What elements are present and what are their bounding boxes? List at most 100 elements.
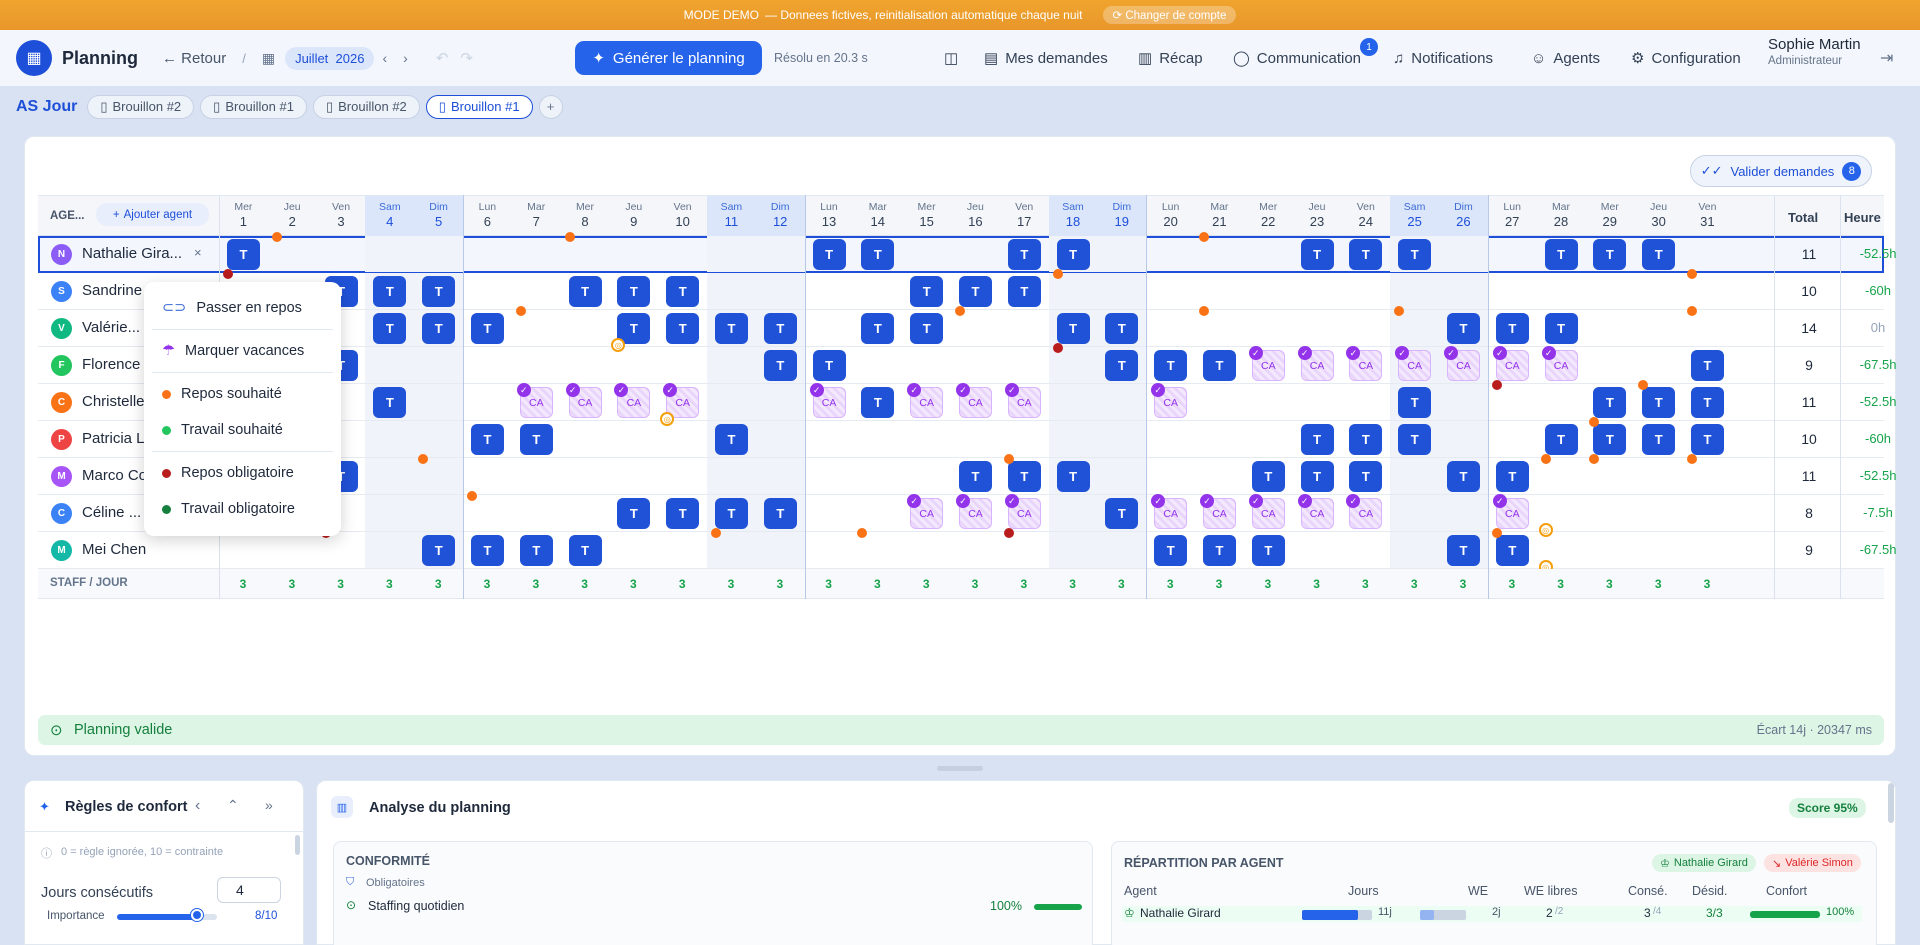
user-info[interactable]: Sophie Martin Administrateur [1768,36,1861,67]
panel-toggle-icon[interactable]: ◫ [944,50,959,67]
weekend-cell[interactable] [414,495,463,531]
shift-vacation[interactable]: CA ✓ [1248,346,1285,381]
shift-work[interactable]: T [373,313,407,344]
redo-icon[interactable]: ↷ [460,50,473,67]
shift-work[interactable]: T [1203,535,1236,566]
shift-work[interactable]: T [1056,239,1090,270]
weekend-cell[interactable] [365,236,415,272]
shift-work[interactable]: T [1398,387,1432,418]
shift-vacation[interactable]: CA ✓ [809,383,846,418]
wish-rest-marker[interactable] [1199,232,1209,242]
shift-work[interactable]: T [1349,461,1383,492]
wish-rest-marker[interactable] [467,491,477,501]
shift-work[interactable]: T [1447,461,1480,492]
shift-vacation[interactable]: CA ✓ [1492,494,1529,529]
weekend-cell[interactable] [755,458,805,494]
shift-vacation[interactable]: CA ✓ [907,383,944,418]
weekend-cell[interactable] [1048,421,1098,457]
wish-rest-marker[interactable] [1540,454,1551,464]
shift-vacation[interactable]: CA ✓ [516,383,553,418]
agent-name[interactable]: Christelle [82,393,145,410]
shift-work[interactable]: T [1495,535,1529,566]
wish-rest-marker[interactable] [1394,306,1405,316]
mandatory-rest-marker[interactable] [223,269,233,279]
agent-row[interactable]: C Christelle T T T T T T CA ✓ CA ✓ CA ✓ CA ✓ CA ✓ CA ✓ CA ✓ CA… [38,380,1896,426]
shift-vacation[interactable]: CA ✓ [1297,494,1334,529]
shift-vacation[interactable]: CA ✓ [1346,494,1383,529]
weekend-cell[interactable] [1097,421,1147,457]
wish-rest-marker[interactable] [711,528,721,538]
wish-rest-marker[interactable] [1199,306,1209,316]
mandatory-rest-marker[interactable] [1052,343,1063,353]
wish-rest-marker[interactable] [515,306,526,316]
shift-vacation[interactable]: CA ✓ [907,494,944,529]
switch-account-button[interactable]: ⟳ Changer de compte [1102,6,1237,24]
shift-work[interactable]: T [1495,313,1529,344]
weekend-cell[interactable] [365,347,415,383]
nav-mes-demandes[interactable]: ▤ Mes demandes [984,30,1108,86]
shift-work[interactable]: T [1251,535,1285,566]
agent-name[interactable]: Mei Chen [82,541,147,558]
target-icon[interactable]: ◎ [660,412,675,426]
shift-work[interactable]: T [910,313,944,344]
shift-vacation[interactable]: CA ✓ [1248,494,1285,529]
weekend-cell[interactable] [1048,347,1098,383]
weekend-cell[interactable] [1048,273,1098,309]
agent-row[interactable]: P Patricia L T T T T T T T T T T 10 -60h [38,417,1891,458]
menu-item-wish-rest[interactable]: Repos souhaité [144,376,341,412]
shift-work[interactable]: T [1007,276,1041,307]
shift-vacation[interactable]: CA ✓ [1004,383,1041,418]
shift-work[interactable]: T [959,461,992,492]
chevron-left-icon[interactable]: ‹ [195,797,201,814]
shift-work[interactable]: T [1447,313,1480,344]
shift-work[interactable]: T [1056,313,1090,344]
wish-rest-marker[interactable] [418,454,429,464]
menu-item-vacation[interactable]: ☂ Marquer vacances [144,333,341,369]
importance-slider-handle[interactable] [191,909,203,921]
weekend-cell[interactable] [414,236,463,272]
shift-work[interactable]: T [519,424,553,455]
target-icon[interactable]: ◎ [611,338,626,352]
shift-work[interactable]: T [666,313,700,344]
remove-agent-icon[interactable]: × [194,245,202,260]
shift-vacation[interactable]: CA ✓ [1151,383,1188,418]
shift-work[interactable]: T [617,313,651,344]
shift-vacation[interactable]: CA ✓ [1004,494,1041,529]
mandatory-rest-marker[interactable] [1003,528,1014,538]
weekend-cell[interactable] [1439,421,1488,457]
weekend-cell[interactable] [1048,532,1098,568]
logout-icon[interactable]: ⇥ [1880,50,1894,67]
weekend-cell[interactable] [414,347,463,383]
weekend-cell[interactable] [365,458,415,494]
shift-work[interactable]: T [1056,461,1090,492]
shift-work[interactable]: T [227,239,260,270]
agent-name[interactable]: Patricia L [82,430,145,447]
nav-communication[interactable]: ◯ Communication [1233,30,1361,86]
shift-work[interactable]: T [1398,424,1432,455]
shift-work[interactable]: T [1642,239,1676,270]
shift-work[interactable]: T [617,276,651,307]
weekend-cell[interactable] [365,532,415,568]
shift-work[interactable]: T [959,276,992,307]
rule-value-input[interactable]: 4 [217,877,281,903]
scrollbar[interactable] [1888,783,1894,823]
shift-work[interactable]: T [715,424,748,455]
shift-work[interactable]: T [568,276,602,307]
shift-vacation[interactable]: CA ✓ [565,383,602,418]
weekend-cell[interactable] [1439,273,1488,309]
shift-work[interactable]: T [666,276,700,307]
agent-name[interactable]: Marco Co [82,467,148,484]
shift-work[interactable]: T [1495,461,1529,492]
shift-vacation[interactable]: CA ✓ [1346,346,1383,381]
scrollbar[interactable] [295,835,300,855]
shift-work[interactable]: T [812,239,846,270]
agent-row[interactable]: V Valérie... T T T T T T T T T T T T T T ◎ 14 0h [38,306,1885,352]
wish-rest-marker[interactable] [1638,380,1649,390]
wish-rest-marker[interactable] [1589,417,1600,427]
weekend-cell[interactable] [707,458,756,494]
shift-work[interactable]: T [373,387,407,418]
wish-rest-marker[interactable] [1687,269,1697,279]
agent-name[interactable]: Céline ... [82,504,142,521]
weekend-cell[interactable] [1390,495,1439,531]
shift-work[interactable]: T [1642,424,1676,455]
